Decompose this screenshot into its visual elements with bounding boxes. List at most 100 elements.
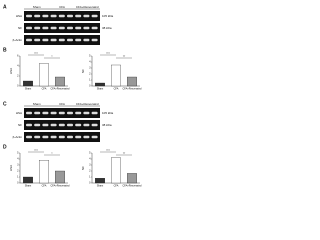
- x-tick-label: Sham: [25, 185, 32, 188]
- x-tick-label: CFA+Resveratrol: [50, 185, 70, 188]
- blot-band: [26, 38, 32, 42]
- y-tick-label: 0: [89, 182, 91, 185]
- row-label: NF: [18, 123, 22, 127]
- size-label: 105 kDa: [102, 14, 114, 18]
- panel-letter: B: [3, 47, 7, 53]
- y-tick-label: 4: [89, 61, 91, 64]
- x-tick-label: CFA+Resveratrol: [122, 185, 142, 188]
- lane-label: Sham: [33, 102, 41, 106]
- blot-band: [50, 26, 57, 30]
- blot-band: [83, 123, 90, 127]
- y-tick-label: 3: [89, 164, 91, 167]
- blot-band: [26, 135, 32, 139]
- size-label: 38 kDa: [102, 26, 112, 30]
- bar: [55, 76, 65, 87]
- row-label: HSA: [16, 111, 22, 115]
- bar: [55, 170, 65, 184]
- y-tick-label: 1: [89, 176, 91, 179]
- y-tick-label: 2: [17, 75, 19, 78]
- blot-band: [83, 14, 90, 18]
- lane-label: Sham: [33, 5, 41, 9]
- y-tick-label: 0: [89, 85, 91, 88]
- blot-band: [26, 111, 32, 115]
- lane-label: CFA+Resveratrol: [76, 5, 99, 9]
- panel-letter: D: [3, 144, 7, 150]
- blot-band: [67, 111, 73, 115]
- sig-label: ***: [106, 149, 110, 153]
- blot-band: [42, 135, 49, 139]
- y-tick-label: 0: [17, 85, 19, 88]
- blot-band: [34, 38, 41, 42]
- y-tick-label: 4: [17, 65, 19, 68]
- blot-band: [26, 26, 32, 30]
- blot-band: [58, 135, 65, 139]
- blot-band: [91, 123, 98, 127]
- blot-band: [50, 123, 57, 127]
- blot-band: [91, 26, 98, 30]
- blot-band: [50, 14, 57, 18]
- blot-band: [34, 26, 41, 30]
- y-tick-label: 2: [89, 170, 91, 173]
- blot-band: [83, 38, 90, 42]
- sig-label: *: [51, 152, 53, 156]
- blot-band: [42, 26, 49, 30]
- x-tick-label: Sham: [97, 88, 104, 91]
- blot-band: [34, 123, 41, 127]
- blot-band: [34, 14, 41, 18]
- panel-letter: A: [3, 4, 7, 10]
- y-tick-label: 5: [89, 55, 91, 58]
- y-tick-label: 1: [89, 79, 91, 82]
- blot-band: [83, 135, 90, 139]
- blot-band: [91, 38, 98, 42]
- blot-band: [42, 14, 49, 18]
- x-tick-label: CFA: [42, 88, 47, 91]
- sig-label: **: [123, 55, 126, 59]
- blot-band: [75, 123, 82, 127]
- bar: [23, 176, 33, 184]
- blot-band: [91, 111, 98, 115]
- blot-band: [83, 111, 90, 115]
- blot-band: [75, 111, 82, 115]
- blot-band: [67, 135, 73, 139]
- bar: [23, 80, 33, 87]
- y-tick-label: 3: [17, 164, 19, 167]
- y-tick-label: 3: [89, 67, 91, 70]
- blot-band: [34, 135, 41, 139]
- blot-band: [34, 111, 41, 115]
- panel-letter: C: [3, 101, 7, 107]
- y-tick-label: 4: [17, 158, 19, 161]
- y-tick-label: 4: [89, 158, 91, 161]
- x-tick-label: Sham: [25, 88, 32, 91]
- blot-band: [91, 14, 98, 18]
- y-tick-label: 1: [17, 176, 19, 179]
- row-label: β-Actin: [13, 135, 23, 139]
- sig-label: *: [51, 55, 53, 59]
- size-label: 38 kDa: [102, 123, 112, 127]
- bar: [111, 157, 121, 184]
- y-axis-label: NF: [81, 69, 85, 73]
- blot-band: [91, 135, 98, 139]
- y-tick-label: 5: [17, 152, 19, 155]
- sig-label: **: [123, 152, 126, 156]
- sig-label: ***: [34, 149, 38, 153]
- blot-band: [67, 38, 73, 42]
- size-label: 105 kDa: [102, 111, 114, 115]
- x-tick-label: Sham: [97, 185, 104, 188]
- blot-band: [50, 111, 57, 115]
- bar: [95, 178, 105, 184]
- bar: [39, 63, 49, 87]
- blot-band: [75, 135, 82, 139]
- blot-band: [50, 38, 57, 42]
- blot-band: [58, 26, 65, 30]
- y-tick-label: 6: [17, 55, 19, 58]
- lane-label: CFA: [59, 102, 65, 106]
- x-tick-label: CFA+Resveratrol: [122, 88, 142, 91]
- blot-band: [75, 26, 82, 30]
- row-label: β-Actin: [13, 38, 23, 42]
- blot-band: [75, 38, 82, 42]
- y-axis-label: HSA: [9, 68, 13, 74]
- x-tick-label: CFA: [42, 185, 47, 188]
- row-label: NF: [18, 26, 22, 30]
- sig-label: ***: [106, 52, 110, 56]
